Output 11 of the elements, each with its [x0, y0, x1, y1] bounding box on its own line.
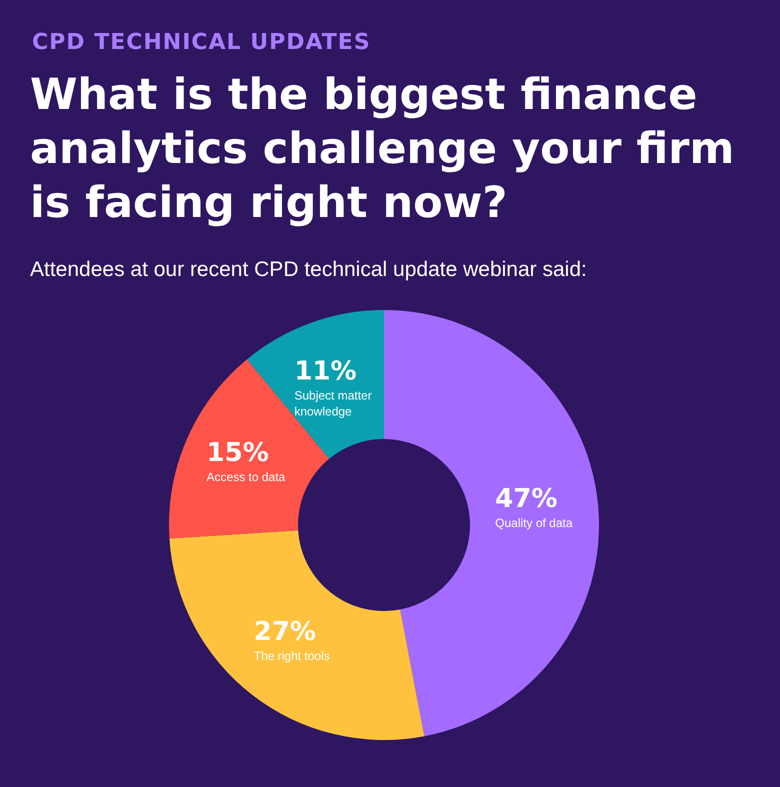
chart-subtitle: Attendees at our recent CPD technical update webinar said: — [30, 258, 587, 282]
chart-title: What is the biggest finance analytics challenge your firm is facing right now? — [30, 69, 736, 230]
text: CPD TECHNICAL UPDATES — [32, 30, 371, 55]
slice-label: The right tools — [254, 648, 330, 663]
slice-label: Subject matter knowledge — [294, 388, 372, 418]
slice-label: Access to data — [206, 470, 286, 484]
data-label: 15% — [206, 438, 269, 468]
slice-label: Quality of data — [495, 516, 573, 530]
data-label: 11% — [294, 356, 357, 386]
data-label: 47% — [495, 484, 558, 514]
data-label: 27% — [254, 616, 316, 647]
